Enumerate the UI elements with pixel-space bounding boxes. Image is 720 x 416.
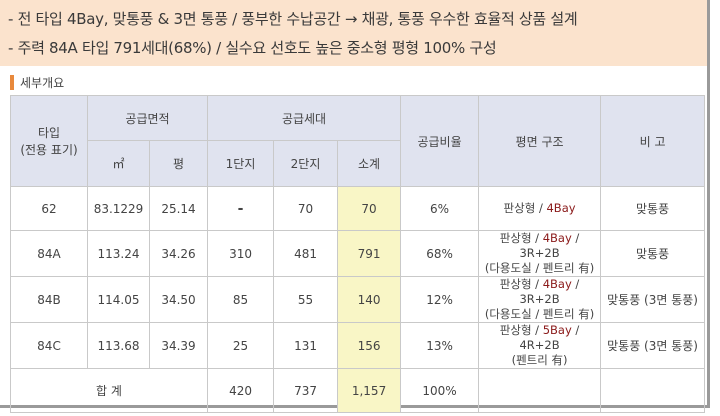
total-subtotal: 1,157 bbox=[337, 368, 402, 413]
total-label: 합 계 bbox=[9, 368, 209, 413]
cell-block2: 131 bbox=[273, 322, 339, 369]
cell-ratio: 12% bbox=[400, 276, 480, 323]
header-pyeong: 평 bbox=[148, 140, 209, 187]
cell-m2: 113.24 bbox=[87, 230, 150, 277]
cell-block1: 310 bbox=[207, 230, 275, 277]
summary-banner: - 전 타입 4Bay, 맞통풍 & 3면 통풍 / 풍부한 수납공간 → 채광… bbox=[0, 0, 707, 66]
cell-type: 62 bbox=[10, 186, 88, 231]
cell-block1: 85 bbox=[207, 276, 275, 323]
header-block1: 1단지 bbox=[207, 140, 275, 187]
cell-m2: 114.05 bbox=[87, 276, 150, 323]
table-row: 84A 113.24 34.26 310 481 791 68% 판상형 / 4… bbox=[10, 230, 706, 277]
cell-type: 84A bbox=[10, 230, 88, 277]
section-marker bbox=[10, 74, 14, 90]
cell-subtotal: 140 bbox=[337, 276, 402, 323]
cell-type: 84C bbox=[10, 322, 88, 369]
cell-note: 맞통풍 bbox=[600, 230, 706, 277]
cell-block2: 481 bbox=[273, 230, 339, 277]
header-row-2: ㎡ 평 1단지 2단지 소계 bbox=[11, 140, 705, 187]
cell-subtotal: 156 bbox=[337, 322, 402, 369]
cell-layout: 판상형 / 4Bay / 3R+2B (다용도실 / 펜트리 有) bbox=[478, 276, 602, 323]
cell-m2: 83.1229 bbox=[87, 186, 150, 231]
table-row: 62 83.1229 25.14 - 70 70 6% 판상형 / 4Bay 맞… bbox=[10, 186, 706, 231]
section-title: 세부개요 bbox=[20, 75, 65, 90]
header-row-1: 타입 (전용 표기) 공급면적 공급세대 공급비율 평면 구조 비 고 bbox=[10, 95, 706, 187]
supply-table: 타입 (전용 표기) 공급면적 공급세대 공급비율 평면 구조 비 고 ㎡ 평 … bbox=[9, 95, 706, 413]
cell-ratio: 6% bbox=[400, 186, 480, 231]
cell-type: 84B bbox=[10, 276, 88, 323]
cell-m2: 113.68 bbox=[87, 322, 150, 369]
banner-line-2: - 주력 84A 타입 791세대(68%) / 실수요 선호도 높은 중소형 … bbox=[8, 39, 497, 57]
cell-block2: 55 bbox=[273, 276, 339, 323]
cell-layout: 판상형 / 4Bay bbox=[478, 186, 602, 231]
cell-note: 맞통풍 (3면 통풍) bbox=[600, 276, 706, 323]
cell-subtotal: 70 bbox=[337, 186, 402, 231]
cell-layout: 판상형 / 5Bay / 4R+2B (펜트리 有) bbox=[478, 322, 602, 369]
cell-block2: 70 bbox=[273, 186, 339, 231]
header-subtotal: 소계 bbox=[337, 140, 402, 187]
cell-pyeong: 34.39 bbox=[148, 322, 209, 369]
total-row: 합 계 420 737 1,157 100% bbox=[9, 368, 706, 413]
banner-line-1: - 전 타입 4Bay, 맞통풍 & 3면 통풍 / 풍부한 수납공간 → 채광… bbox=[8, 10, 578, 28]
header-area: 공급면적 bbox=[86, 95, 209, 141]
cell-pyeong: 34.26 bbox=[148, 230, 209, 277]
header-ratio: 공급비율 bbox=[400, 95, 480, 187]
header-block2: 2단지 bbox=[273, 140, 339, 187]
section-heading: 세부개요 bbox=[10, 74, 64, 90]
header-m2: ㎡ bbox=[87, 140, 150, 187]
header-note: 비 고 bbox=[600, 95, 706, 187]
cell-pyeong: 34.50 bbox=[148, 276, 209, 323]
cell-pyeong: 25.14 bbox=[148, 186, 209, 231]
cell-block1: - bbox=[207, 186, 275, 231]
cell-ratio: 13% bbox=[400, 322, 480, 369]
total-ratio: 100% bbox=[400, 368, 480, 413]
table-row: 84B 114.05 34.50 85 55 140 12% 판상형 / 4Ba… bbox=[10, 276, 706, 323]
header-type: 타입 (전용 표기) bbox=[10, 95, 88, 187]
header-households: 공급세대 bbox=[207, 95, 402, 141]
page-frame: - 전 타입 4Bay, 맞통풍 & 3면 통풍 / 풍부한 수납공간 → 채광… bbox=[0, 0, 710, 413]
total-block2: 737 bbox=[273, 368, 339, 413]
total-block1: 420 bbox=[207, 368, 275, 413]
total-note bbox=[600, 368, 706, 413]
cell-layout: 판상형 / 4Bay / 3R+2B (다용도실 / 펜트리 有) bbox=[478, 230, 602, 277]
cell-ratio: 68% bbox=[400, 230, 480, 277]
header-layout: 평면 구조 bbox=[478, 95, 602, 187]
cell-note: 맞통풍 bbox=[600, 186, 706, 231]
cell-subtotal: 791 bbox=[337, 230, 402, 277]
cell-note: 맞통풍 (3면 통풍) bbox=[600, 322, 706, 369]
total-layout bbox=[478, 368, 602, 413]
cell-block1: 25 bbox=[207, 322, 275, 369]
table-row: 84C 113.68 34.39 25 131 156 13% 판상형 / 5B… bbox=[10, 322, 706, 369]
